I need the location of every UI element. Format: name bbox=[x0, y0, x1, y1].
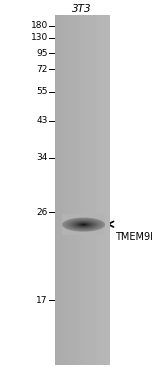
Text: 43: 43 bbox=[36, 116, 48, 125]
Text: 3T3: 3T3 bbox=[72, 5, 92, 14]
Text: 26: 26 bbox=[36, 207, 48, 217]
Text: 17: 17 bbox=[36, 296, 48, 305]
Text: 55: 55 bbox=[36, 87, 48, 97]
Text: 130: 130 bbox=[31, 33, 48, 43]
Text: 72: 72 bbox=[36, 65, 48, 74]
Text: TMEM9B: TMEM9B bbox=[115, 232, 152, 242]
Text: 180: 180 bbox=[31, 21, 48, 30]
Text: 34: 34 bbox=[36, 153, 48, 162]
Text: 95: 95 bbox=[36, 49, 48, 58]
